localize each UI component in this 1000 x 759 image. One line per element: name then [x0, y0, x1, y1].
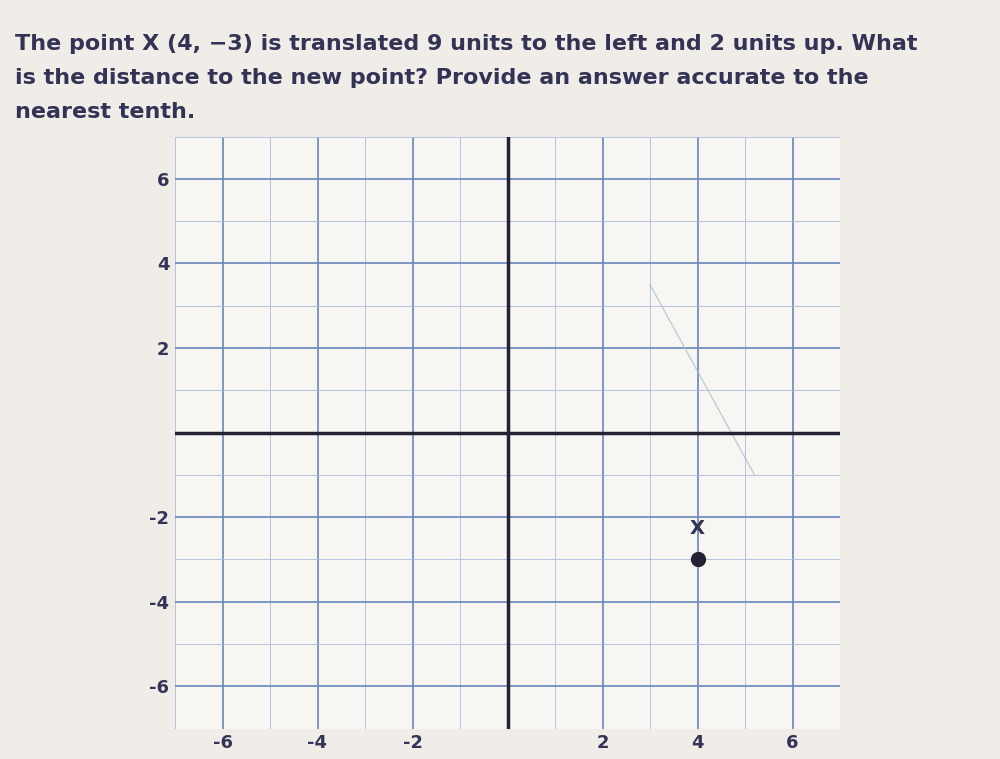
Text: The point X (4, −3) is translated 9 units to the left and 2 units up. What: The point X (4, −3) is translated 9 unit…: [15, 34, 918, 54]
Text: X: X: [690, 519, 705, 538]
Text: nearest tenth.: nearest tenth.: [15, 102, 195, 122]
Point: [690, 553, 706, 565]
Text: is the distance to the new point? Provide an answer accurate to the: is the distance to the new point? Provid…: [15, 68, 869, 88]
